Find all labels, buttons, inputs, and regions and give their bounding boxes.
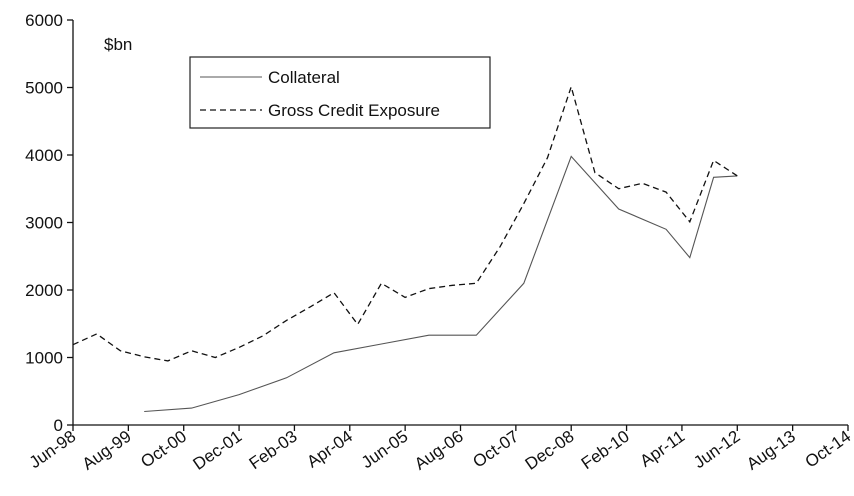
series-line-collateral [144,155,738,413]
legend: Collateral Gross Credit Exposure [189,56,491,129]
x-tick-label: Oct-14 [802,427,854,472]
y-tick-label: 4000 [25,146,63,165]
x-tick-label: Aug-13 [743,427,799,474]
x-tick-label: Apr-04 [303,427,356,472]
legend-label-collateral: Collateral [268,68,340,87]
y-tick-label: 2000 [25,281,63,300]
x-tick-label: Jun-12 [690,427,743,472]
x-tick-label: Dec-08 [522,427,578,474]
y-tick-label: 3000 [25,214,63,233]
x-tick-label: Jun-05 [358,427,411,472]
y-tick-label: 1000 [25,349,63,368]
x-tick-labels: Jun-98 Aug-99 Oct-00 Dec-01 Feb-03 Apr-04 Jun-… [26,427,854,474]
x-tick-label: Oct-00 [137,427,190,472]
x-tick-label: Apr-11 [637,427,689,471]
axes [67,19,849,431]
x-tick-label: Feb-03 [246,427,301,473]
y-tick-label: 5000 [25,79,63,98]
x-tick-label: Dec-01 [190,427,246,474]
series-line-gross-credit-exposure [72,84,738,362]
x-tick-label: Oct-07 [469,427,522,472]
y-tick-label: 6000 [25,11,63,30]
y-tick-label: 0 [54,416,63,435]
x-tick-label: Feb-10 [578,427,633,473]
legend-box [189,56,491,129]
series-layer [72,84,738,413]
x-tick-label: Aug-99 [79,427,135,474]
y-axis-unit-label: $bn [104,35,132,54]
legend-label-gross-credit-exposure: Gross Credit Exposure [268,101,440,120]
x-tick-label: Aug-06 [411,427,467,474]
y-tick-labels: 0 1000 2000 3000 4000 5000 6000 [25,11,63,435]
